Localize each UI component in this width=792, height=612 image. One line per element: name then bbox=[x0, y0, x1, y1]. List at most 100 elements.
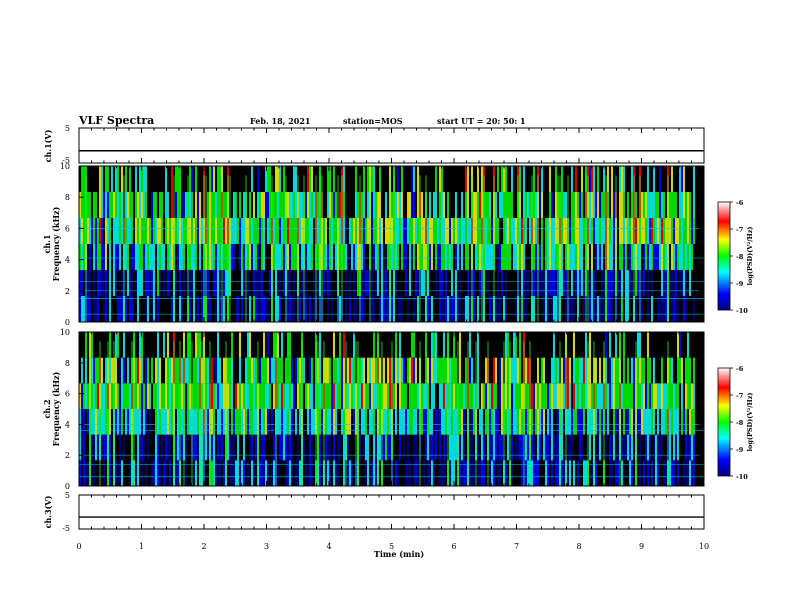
spectrogram-cell bbox=[165, 166, 167, 192]
spectrogram-cell bbox=[433, 460, 435, 486]
spectrogram-cell bbox=[127, 270, 129, 296]
spectrogram-cell bbox=[361, 244, 363, 270]
spectrogram-cell bbox=[223, 244, 225, 270]
spectrogram-cell bbox=[631, 218, 633, 244]
spectrogram-cell bbox=[335, 383, 337, 409]
spectrogram-cell bbox=[521, 270, 523, 296]
spectrogram-cell bbox=[271, 409, 273, 435]
spectrogram-cell bbox=[661, 409, 663, 435]
spectrogram-cell bbox=[145, 166, 147, 192]
spectrogram-cell bbox=[421, 409, 423, 435]
spectrogram-cell bbox=[313, 409, 315, 435]
spectrogram-cell bbox=[289, 270, 291, 296]
spectrogram-cell bbox=[533, 434, 535, 461]
spectrogram-cell bbox=[299, 244, 301, 270]
spectrogram-cell bbox=[151, 244, 153, 270]
spectrogram-cell bbox=[279, 192, 281, 218]
spectrogram-cell bbox=[629, 270, 631, 296]
spectrogram-cell bbox=[385, 218, 387, 244]
spectrogram-cell bbox=[567, 383, 569, 409]
spectrogram-cell bbox=[389, 383, 391, 409]
spectrogram-cell bbox=[603, 270, 605, 296]
spectrogram-cell bbox=[367, 357, 369, 384]
spectrogram-cell bbox=[279, 409, 281, 435]
spectrogram-cell bbox=[513, 357, 515, 384]
spectrogram-cell bbox=[633, 409, 635, 435]
spectrogram-cell bbox=[577, 192, 579, 218]
spectrogram-cell bbox=[645, 244, 647, 270]
spectrogram-cell bbox=[211, 357, 213, 384]
spectrogram-cell bbox=[433, 332, 435, 358]
spectrogram-cell bbox=[375, 244, 377, 270]
spectrogram-cell bbox=[309, 409, 311, 435]
spectrogram-cell bbox=[373, 332, 375, 358]
spectrogram-cell bbox=[631, 192, 633, 218]
spectrogram-cell bbox=[669, 357, 671, 384]
spectrogram-cell bbox=[477, 192, 479, 218]
spectrogram-cell bbox=[81, 244, 83, 270]
spectrogram-cell bbox=[597, 166, 599, 192]
spectrogram-cell bbox=[129, 460, 131, 486]
spectrogram-cell bbox=[399, 383, 401, 409]
spectrogram-cell bbox=[149, 383, 151, 409]
spectrogram-cell bbox=[505, 409, 507, 435]
spectrogram-cell bbox=[219, 434, 221, 461]
spectrogram-cell bbox=[163, 409, 165, 435]
spectrogram-cell bbox=[625, 383, 627, 409]
spectrogram-cell bbox=[117, 460, 119, 486]
spectrogram-cell bbox=[561, 270, 563, 296]
spectrogram-cell bbox=[505, 166, 507, 192]
spectrogram-cell bbox=[591, 192, 593, 218]
spectrogram-cell bbox=[645, 383, 647, 409]
spectrogram-cell bbox=[615, 332, 617, 358]
spectrogram-cell bbox=[421, 218, 423, 244]
spectrogram-cell bbox=[565, 218, 567, 244]
spectrogram-cell bbox=[647, 332, 649, 358]
spectrogram-cell bbox=[223, 409, 225, 435]
spectrogram-cell bbox=[319, 357, 321, 384]
spectrogram-cell bbox=[627, 357, 629, 384]
spectrogram-cell bbox=[547, 409, 549, 435]
spectrogram-cell bbox=[449, 409, 451, 435]
spectrogram-cell bbox=[459, 332, 461, 358]
spectrogram-cell bbox=[355, 192, 357, 218]
spectrogram-cell bbox=[247, 409, 249, 435]
spectrogram-cell bbox=[223, 192, 225, 218]
spectrogram-cell bbox=[267, 166, 269, 192]
spectrogram-cell bbox=[457, 296, 459, 322]
spectrogram-cell bbox=[613, 409, 615, 435]
y-tick-label: 10 bbox=[60, 162, 70, 171]
spectrogram-cell bbox=[443, 332, 445, 358]
spectrogram-cell bbox=[205, 383, 207, 409]
spectrogram-cell bbox=[301, 270, 303, 296]
spectrogram-cell bbox=[381, 244, 383, 270]
spectrogram-cell bbox=[613, 357, 615, 384]
spectrogram-cell bbox=[469, 460, 471, 486]
spectrogram-cell bbox=[289, 357, 291, 384]
spectrogram-cell bbox=[135, 409, 137, 435]
spectrogram-cell bbox=[363, 166, 365, 192]
spectrogram-cell bbox=[547, 296, 549, 322]
spectrogram-cell bbox=[541, 192, 543, 218]
spectrogram-cell bbox=[461, 244, 463, 270]
spectrogram-cell bbox=[501, 357, 503, 384]
spectrogram-cell bbox=[395, 244, 397, 270]
spectrogram-cell bbox=[251, 166, 253, 192]
spectrogram-cell bbox=[347, 357, 349, 384]
spectrogram-cell bbox=[157, 434, 159, 461]
spectrogram-cell bbox=[329, 357, 331, 384]
spectrogram-cell bbox=[207, 296, 209, 322]
spectrogram-cell bbox=[553, 383, 555, 409]
spectrogram-cell bbox=[353, 270, 355, 296]
spectrogram-cell bbox=[413, 296, 415, 322]
spectrogram-cell bbox=[555, 357, 557, 384]
spectrogram-cell bbox=[207, 383, 209, 409]
spectrogram-cell bbox=[277, 409, 279, 435]
spectrogram-cell bbox=[417, 383, 419, 409]
spectrogram-cell bbox=[143, 218, 145, 244]
spectrogram-cell bbox=[679, 270, 681, 296]
spectrogram-cell bbox=[137, 357, 139, 384]
spectrogram-cell bbox=[415, 409, 417, 435]
spectrogram-cell bbox=[319, 460, 321, 486]
